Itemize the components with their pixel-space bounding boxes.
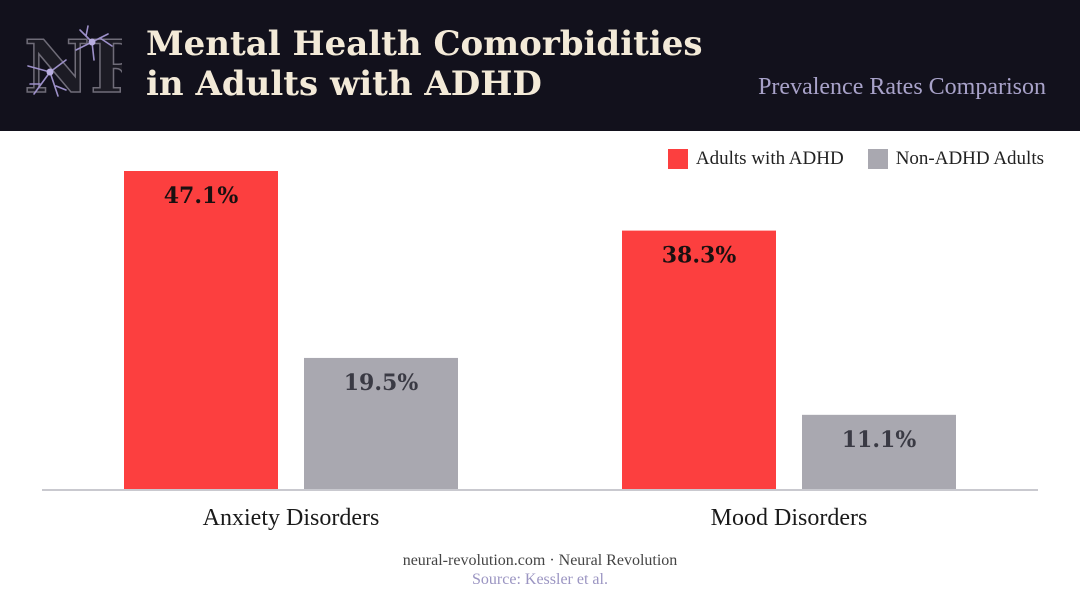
legend-item-adhd: Adults with ADHD [667, 148, 844, 170]
data-label-adhd-mood: 38.3% [662, 243, 737, 269]
legend-swatch-adhd [667, 149, 688, 169]
bar-non-adhd-anxiety [304, 357, 458, 490]
data-label-non-adhd-anxiety: 19.5% [344, 370, 419, 396]
header-banner: NR Mental Health Comorbidities in Adults… [0, 0, 1080, 131]
page-title: Mental Health Comorbidities in Adults wi… [146, 24, 703, 104]
chart-legend: Adults with ADHD Non-ADHD Adults [667, 148, 1044, 170]
legend-swatch-non-adhd [867, 149, 888, 169]
page-subtitle: Prevalence Rates Comparison [758, 74, 1046, 100]
footer-source: Source: Kessler et al. [472, 571, 608, 588]
neural-revolution-logo: NR [23, 23, 122, 108]
svg-text:NR: NR [24, 24, 122, 108]
bar-non-adhd-mood [802, 414, 956, 490]
title-line-1: Mental Health Comorbidities [146, 24, 703, 64]
bar-chart: 47.1% 19.5% Anxiety Disorders 38.3% 11.1% Moo… [42, 171, 1038, 531]
bar-adhd-mood [622, 230, 776, 490]
category-label-anxiety: Anxiety Disorders [203, 505, 380, 531]
bar-adhd-anxiety [124, 171, 278, 490]
data-label-non-adhd-mood: 11.1% [842, 427, 917, 453]
data-label-adhd-anxiety: 47.1% [164, 183, 239, 209]
category-label-mood: Mood Disorders [711, 505, 868, 531]
legend-item-non-adhd: Non-ADHD Adults [867, 148, 1044, 170]
legend-label-non-adhd: Non-ADHD Adults [895, 148, 1044, 169]
title-line-2: in Adults with ADHD [146, 64, 542, 104]
footer-credit: neural-revolution.com · Neural Revolutio… [402, 552, 678, 569]
legend-label-adhd: Adults with ADHD [695, 148, 844, 169]
